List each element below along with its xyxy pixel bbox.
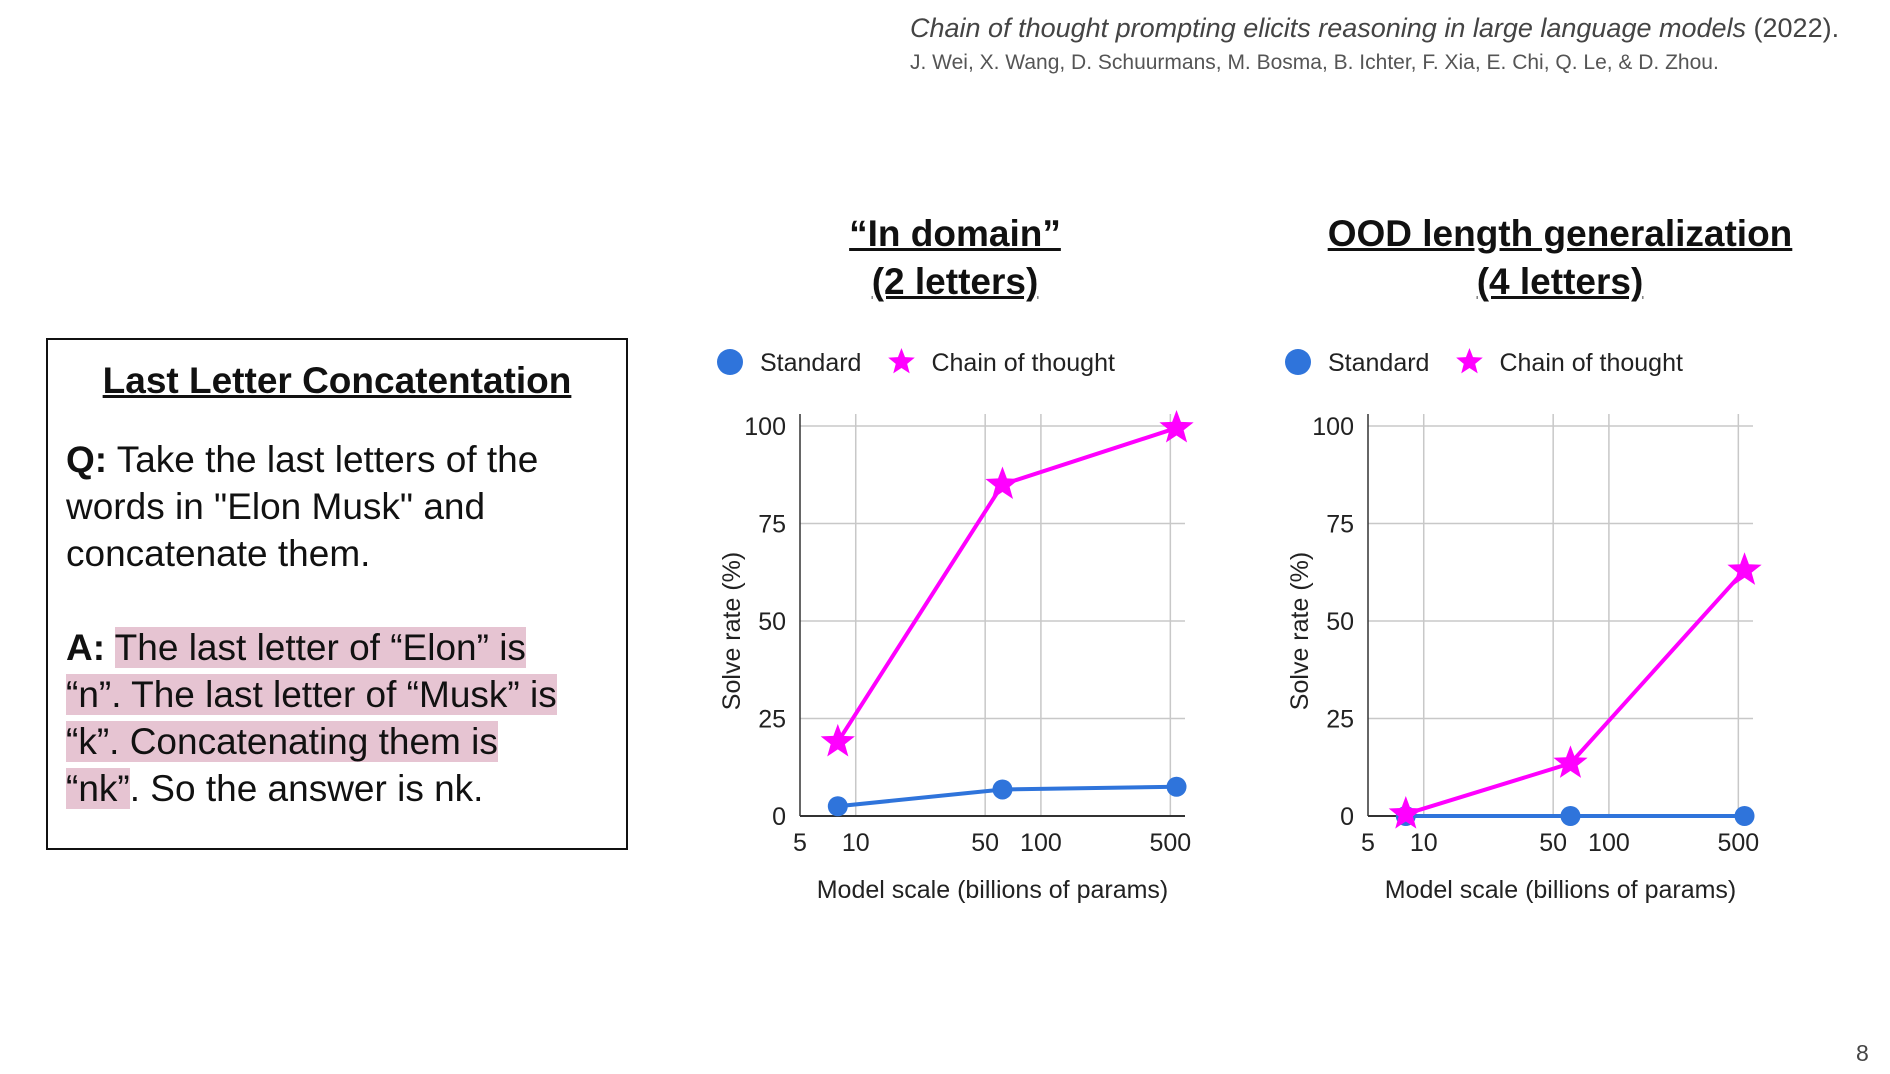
citation-year: (2022).: [1746, 13, 1840, 43]
chart-1-title-line-1: “In domain”: [849, 213, 1061, 254]
y-tick-label: 100: [1312, 413, 1354, 441]
cot-point: [1159, 409, 1194, 443]
answer-line-4: “nk”: [66, 768, 130, 809]
question: Q: Take the last letters of the words in…: [66, 436, 608, 577]
q-label: Q:: [66, 439, 108, 480]
cot-point: [985, 466, 1020, 500]
answer: A: The last letter of “Elon” is “n”. The…: [66, 624, 608, 812]
y-tick-label: 100: [744, 413, 786, 441]
qa-text: Q: Take the last letters of the words in…: [66, 436, 608, 812]
y-tick-label: 75: [758, 511, 786, 539]
x-tick-label: 100: [1020, 829, 1062, 857]
legend-cot-marker: [888, 348, 915, 374]
legend-cot-label: Chain of thought: [931, 349, 1115, 377]
page-number: 8: [1856, 1040, 1869, 1066]
legend-standard-label: Standard: [760, 349, 861, 377]
chart-2-title: OOD length generalization (4 letters): [1280, 210, 1840, 306]
x-tick-label: 50: [1539, 829, 1567, 857]
x-axis-label: Model scale (billions of params): [1385, 876, 1737, 904]
legend-standard-label: Standard: [1328, 349, 1429, 377]
chart-2-title-line-1: OOD length generalization: [1327, 213, 1793, 254]
standard-point: [1734, 806, 1755, 826]
x-tick-label: 100: [1588, 829, 1630, 857]
cot-series-line: [1405, 568, 1747, 816]
x-tick-label: 50: [971, 829, 999, 857]
x-tick-label: 5: [1361, 829, 1375, 857]
x-axis-label: Model scale (billions of params): [817, 876, 1169, 904]
y-tick-label: 50: [1326, 608, 1354, 636]
citation: Chain of thought prompting elicits reaso…: [910, 10, 1880, 78]
y-tick-label: 50: [758, 608, 786, 636]
citation-title-line: Chain of thought prompting elicits reaso…: [910, 10, 1880, 46]
cot-point: [820, 723, 855, 757]
example-title: Last Letter Concatentation: [102, 360, 572, 401]
a-label: A:: [66, 627, 106, 668]
standard-point: [1166, 776, 1187, 797]
y-tick-label: 0: [1340, 803, 1354, 831]
answer-line-3: “k”. Concatenating them is: [66, 721, 498, 762]
answer-tail: . So the answer is nk.: [129, 768, 484, 809]
cot-point: [1553, 745, 1588, 778]
y-axis-label: Solve rate (%): [1286, 552, 1314, 710]
standard-point: [992, 779, 1013, 800]
standard-point: [1560, 806, 1581, 826]
legend-standard-marker: [1285, 349, 1311, 375]
legend-cot-marker: [1456, 348, 1483, 374]
standard-point: [827, 796, 848, 817]
x-tick-label: 500: [1149, 829, 1191, 857]
citation-authors: J. Wei, X. Wang, D. Schuurmans, M. Bosma…: [910, 51, 1719, 74]
legend-standard-marker: [717, 349, 743, 375]
citation-title: Chain of thought prompting elicits reaso…: [910, 13, 1747, 43]
y-tick-label: 25: [1326, 706, 1354, 734]
x-tick-label: 10: [842, 829, 870, 857]
answer-line-1: The last letter of “Elon” is: [114, 627, 526, 668]
y-tick-label: 25: [758, 706, 786, 734]
chart-1-title: “In domain” (2 letters): [675, 210, 1235, 306]
cot-point: [1388, 796, 1423, 829]
chart-in-domain: 0 25 50 75 100 5 10 50 100 500 Model scale (billio…: [717, 348, 1194, 904]
x-tick-label: 10: [1410, 829, 1438, 857]
x-tick-label: 500: [1717, 829, 1759, 857]
x-tick-label: 5: [793, 829, 807, 857]
chart-ood-length: 0 25 50 75 100 5 10 50 100 500 Model scale (billio…: [1285, 348, 1762, 904]
y-axis-label: Solve rate (%): [718, 552, 746, 710]
q-text: Take the last letters of the words in "E…: [66, 439, 539, 574]
cot-point: [1727, 552, 1762, 585]
answer-line-2: “n”. The last letter of “Musk” is: [66, 674, 557, 715]
cot-series-line: [836, 426, 1178, 743]
example-box: Last Letter Concatentation Q: Take the l…: [46, 338, 628, 850]
y-tick-label: 75: [1326, 511, 1354, 539]
chart-2-title-line-2: (4 letters): [1476, 261, 1644, 302]
chart-1-title-line-2: (2 letters): [871, 261, 1039, 302]
legend-cot-label: Chain of thought: [1499, 349, 1683, 377]
y-tick-label: 0: [772, 803, 786, 831]
